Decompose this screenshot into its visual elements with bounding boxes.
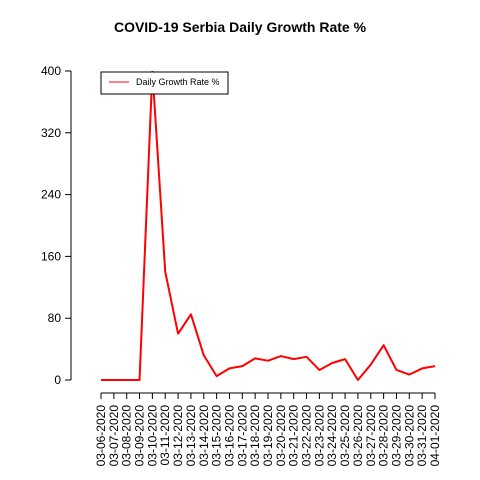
x-tick-label: 03-29-2020 — [389, 405, 403, 467]
legend-label: Daily Growth Rate % — [136, 77, 220, 87]
x-tick-label: 03-28-2020 — [377, 405, 391, 467]
x-tick-label: 03-27-2020 — [364, 405, 378, 467]
y-tick-label: 160 — [41, 249, 61, 263]
y-tick-label: 240 — [41, 188, 61, 202]
x-tick-label: 03-06-2020 — [94, 405, 108, 467]
x-tick-label: 03-12-2020 — [171, 405, 185, 467]
x-tick-label: 03-08-2020 — [120, 405, 134, 467]
x-tick-label: 03-31-2020 — [415, 405, 429, 467]
x-tick-label: 03-26-2020 — [351, 405, 365, 467]
x-tick-label: 03-23-2020 — [312, 405, 326, 467]
x-tick-label: 03-15-2020 — [210, 405, 224, 467]
x-tick-label: 03-30-2020 — [402, 405, 416, 467]
x-tick-label: 03-13-2020 — [184, 405, 198, 467]
chart-title: COVID-19 Serbia Daily Growth Rate % — [113, 19, 367, 35]
x-tick-label: 03-19-2020 — [261, 405, 275, 467]
y-tick-label: 80 — [48, 311, 62, 325]
y-tick-label: 400 — [41, 64, 61, 78]
x-tick-label: 03-07-2020 — [107, 405, 121, 467]
x-tick-label: 03-25-2020 — [338, 405, 352, 467]
x-tick-label: 03-18-2020 — [248, 405, 262, 467]
x-tick-label: 04-01-2020 — [428, 405, 442, 467]
y-tick-label: 0 — [54, 373, 61, 387]
x-tick-label: 03-20-2020 — [274, 405, 288, 467]
x-tick-label: 03-17-2020 — [235, 405, 249, 467]
x-tick-label: 03-10-2020 — [145, 405, 159, 467]
x-tick-label: 03-24-2020 — [325, 405, 339, 467]
x-tick-label: 03-16-2020 — [222, 405, 236, 467]
x-tick-label: 03-11-2020 — [158, 405, 172, 466]
x-tick-label: 03-09-2020 — [133, 405, 147, 467]
legend-box — [100, 71, 229, 95]
x-tick-label: 03-21-2020 — [287, 405, 301, 467]
y-tick-label: 320 — [41, 126, 61, 140]
series-line — [101, 71, 436, 381]
x-tick-label: 03-22-2020 — [300, 405, 314, 467]
x-tick-label: 03-14-2020 — [197, 405, 211, 467]
